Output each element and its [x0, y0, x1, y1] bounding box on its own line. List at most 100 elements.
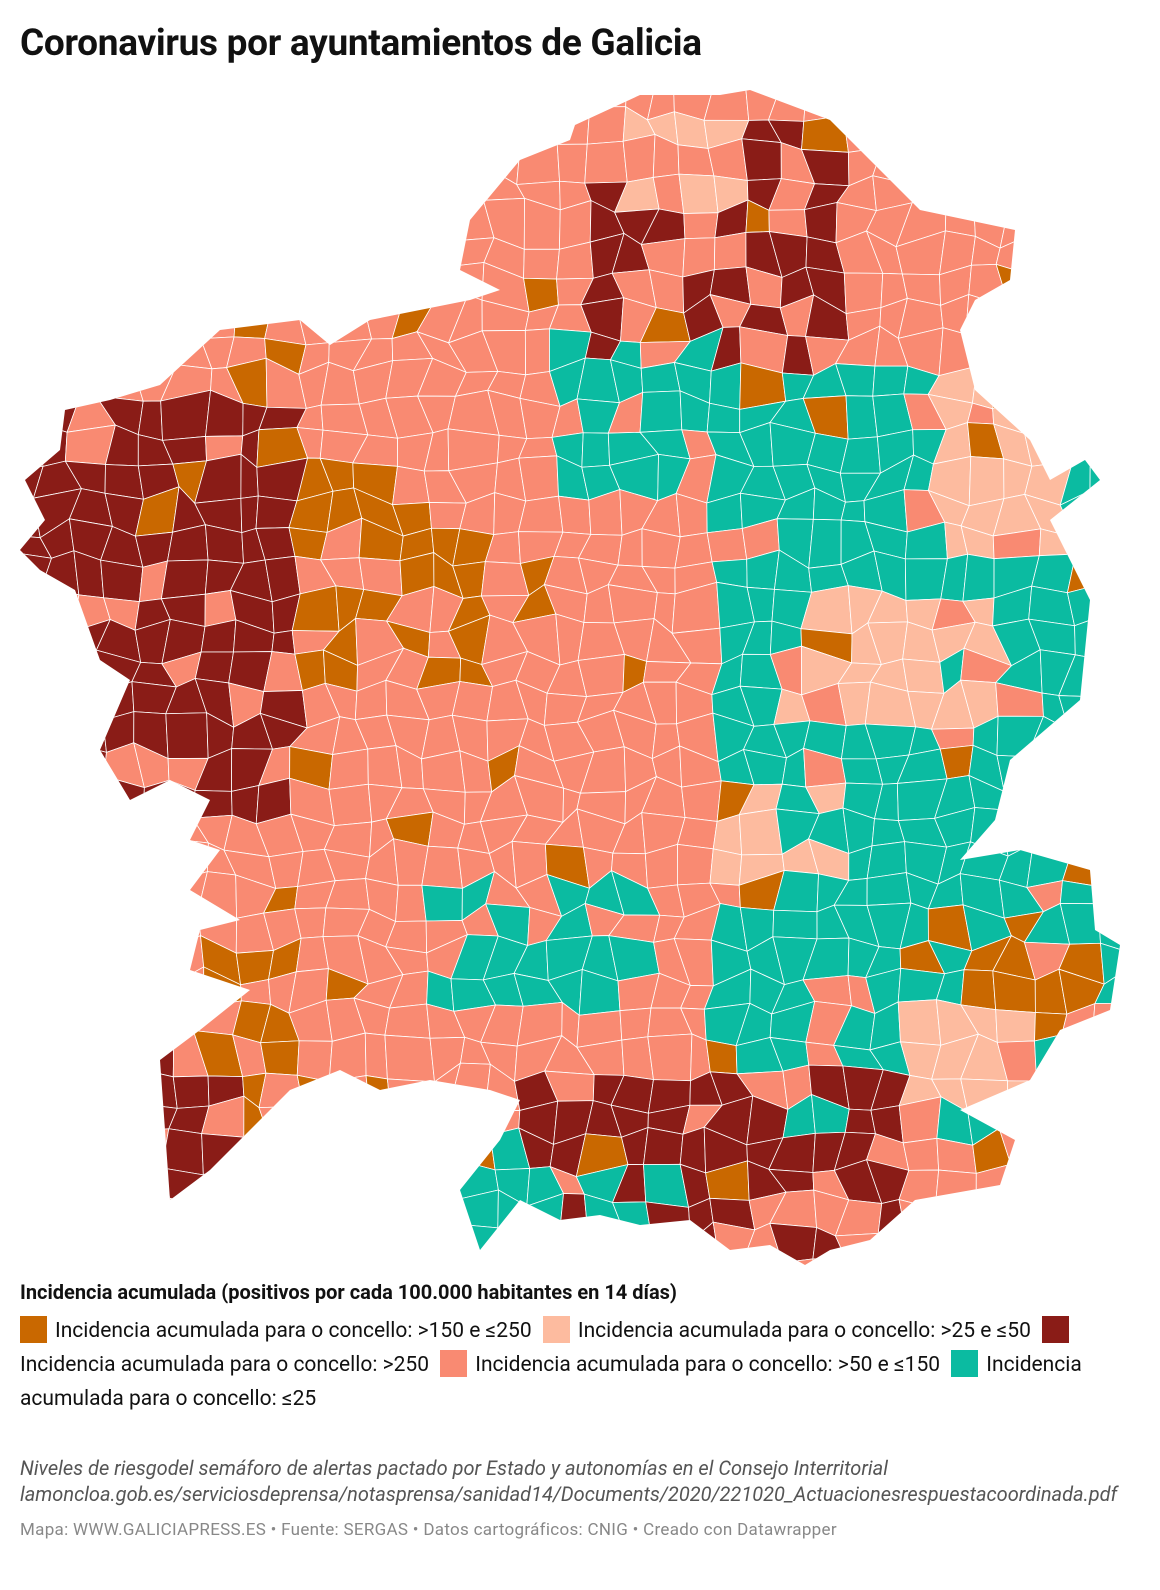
municipality	[296, 1074, 336, 1107]
municipality	[1125, 438, 1160, 468]
municipality	[384, 1135, 419, 1170]
municipality	[100, 559, 144, 603]
municipality	[938, 327, 978, 377]
municipality	[99, 1101, 147, 1140]
municipality	[20, 808, 50, 858]
municipality	[41, 786, 85, 821]
municipality	[128, 1038, 175, 1078]
municipality	[1130, 1003, 1160, 1044]
municipality	[643, 1254, 692, 1265]
municipality	[1088, 1093, 1120, 1136]
municipality	[200, 297, 237, 340]
municipality	[264, 236, 303, 269]
municipality	[40, 331, 74, 379]
municipality	[1094, 1225, 1120, 1265]
municipality	[20, 1038, 49, 1075]
municipality	[37, 1000, 79, 1048]
legend-swatch	[20, 1316, 47, 1343]
municipality	[224, 1194, 271, 1237]
municipality	[160, 90, 210, 111]
municipality	[20, 1257, 52, 1265]
municipality	[584, 90, 628, 108]
municipality	[1123, 333, 1160, 371]
municipality	[37, 902, 84, 944]
municipality	[230, 167, 275, 213]
map	[20, 90, 1160, 1265]
municipality	[101, 838, 142, 883]
municipality	[966, 180, 1009, 212]
legend-item: Incidencia acumulada para o concello: ≤2…	[20, 1350, 1082, 1411]
municipality	[481, 101, 525, 139]
municipality	[194, 90, 245, 107]
municipality	[322, 90, 371, 121]
municipality	[43, 882, 80, 921]
municipality	[20, 174, 53, 210]
municipality	[172, 1075, 210, 1109]
municipality	[451, 681, 493, 722]
municipality	[20, 1158, 45, 1195]
municipality	[163, 871, 208, 917]
municipality	[1001, 90, 1043, 122]
municipality	[769, 1222, 818, 1264]
municipality	[1100, 90, 1120, 120]
title: Coronavirus por ayuntamientos de Galicia	[20, 22, 702, 65]
municipality	[812, 1257, 848, 1265]
municipality	[834, 1232, 883, 1265]
municipality	[69, 715, 107, 753]
municipality	[353, 1262, 399, 1265]
municipality	[517, 1256, 564, 1265]
municipality	[268, 90, 303, 115]
municipality	[1025, 756, 1074, 776]
municipality	[1124, 263, 1160, 303]
municipality	[1034, 1012, 1068, 1042]
legend-item: Incidencia acumulada para o concello: >2…	[20, 1316, 1077, 1377]
municipality	[230, 90, 271, 107]
legend-item: Incidencia acumulada para o concello: >1…	[20, 1316, 532, 1343]
municipality	[194, 651, 234, 684]
municipality	[131, 1198, 171, 1233]
legend-swatch	[542, 1316, 570, 1343]
municipality	[233, 139, 261, 179]
municipality	[421, 845, 463, 889]
municipality	[260, 1040, 300, 1076]
municipality	[209, 1222, 233, 1265]
municipality	[105, 1043, 147, 1071]
municipality	[137, 902, 168, 953]
municipality	[95, 359, 144, 402]
municipality	[1126, 970, 1160, 1017]
municipality	[1101, 370, 1120, 403]
municipality	[944, 198, 976, 237]
municipality	[706, 528, 748, 563]
municipality	[1123, 299, 1160, 344]
municipality	[353, 90, 403, 121]
municipality	[992, 101, 1027, 138]
municipality	[973, 101, 1003, 153]
municipality	[1006, 299, 1045, 341]
municipality	[962, 553, 995, 602]
municipality	[845, 1257, 884, 1265]
legend-swatch	[1042, 1316, 1070, 1343]
municipality	[20, 552, 53, 588]
municipality	[939, 1222, 981, 1259]
municipality	[423, 1189, 461, 1234]
municipality	[453, 1134, 496, 1171]
municipality	[399, 270, 436, 307]
municipality	[127, 1128, 170, 1177]
municipality	[98, 1162, 144, 1201]
municipality	[712, 1221, 756, 1265]
municipality	[934, 145, 975, 185]
municipality	[417, 1158, 457, 1201]
municipality	[1096, 783, 1120, 823]
municipality	[36, 742, 82, 794]
municipality	[290, 166, 326, 218]
legend: Incidencia acumulada (positivos por cada…	[20, 1280, 1130, 1416]
municipality	[41, 585, 80, 632]
notes: Niveles de riesgodel semáforo de alertas…	[20, 1455, 1125, 1507]
municipality	[1060, 371, 1107, 405]
municipality	[328, 748, 369, 790]
municipality	[106, 1010, 132, 1051]
municipality	[37, 941, 84, 983]
municipality	[1057, 90, 1107, 117]
municipality	[384, 1034, 435, 1083]
